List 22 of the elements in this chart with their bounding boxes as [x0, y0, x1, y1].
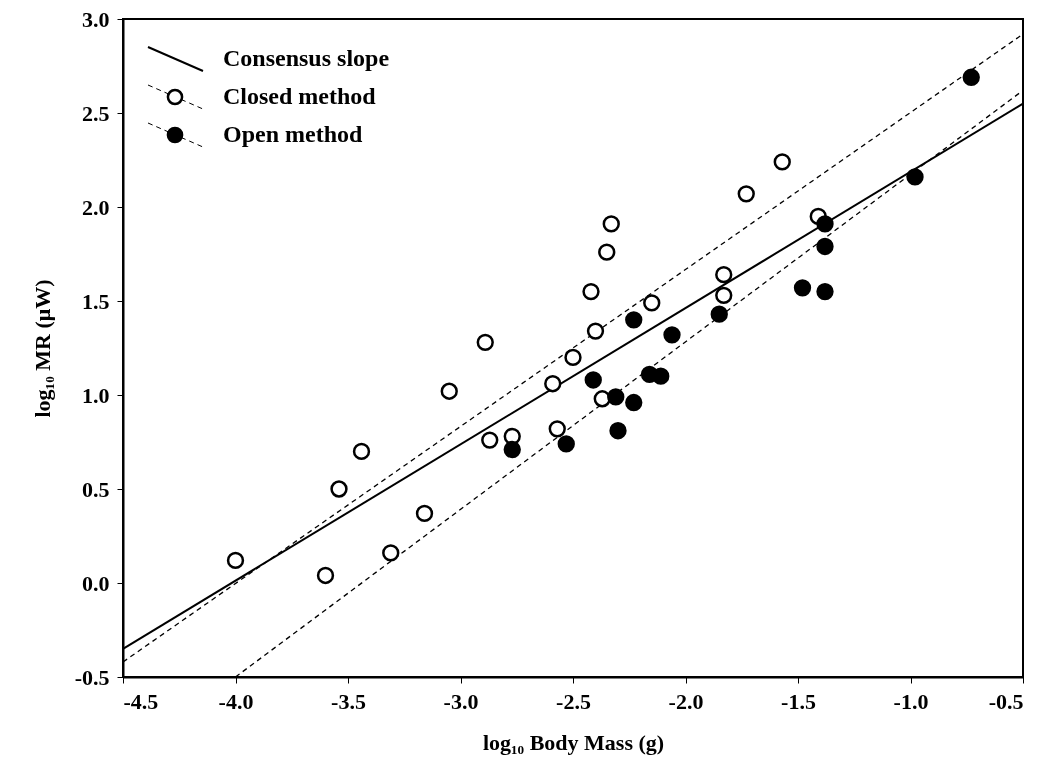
- x-tick-label: -1.5: [781, 688, 816, 714]
- x-tick-label: -4.0: [218, 688, 254, 714]
- x-tick-label: -2.5: [556, 688, 591, 714]
- y-tick-label: 0.0: [82, 570, 110, 596]
- y-tick-label: -0.5: [74, 664, 110, 690]
- legend-label: Open method: [223, 121, 363, 147]
- y-tick-label: 2.0: [82, 194, 110, 220]
- x-tick-label: -0.5: [988, 688, 1024, 714]
- y-tick-label: 1.5: [82, 288, 110, 314]
- y-tick-label: 3.0: [82, 6, 110, 32]
- x-tick-label: -2.0: [668, 688, 704, 714]
- y-tick-label: 2.5: [82, 100, 110, 126]
- x-tick-label: -1.0: [893, 688, 929, 714]
- x-tick-label: -4.5: [123, 688, 159, 714]
- legend-label: Closed method: [223, 83, 377, 109]
- x-tick-label: -3.5: [331, 688, 366, 714]
- y-axis-title: log₁₀ MR (μW): [29, 279, 55, 418]
- y-tick-label: 0.5: [82, 476, 110, 502]
- x-axis-title: log₁₀ Body Mass (g): [482, 729, 665, 755]
- y-tick-label: 1.0: [82, 382, 110, 408]
- x-tick-label: -3.0: [443, 688, 479, 714]
- legend-label: Consensus slope: [223, 45, 390, 71]
